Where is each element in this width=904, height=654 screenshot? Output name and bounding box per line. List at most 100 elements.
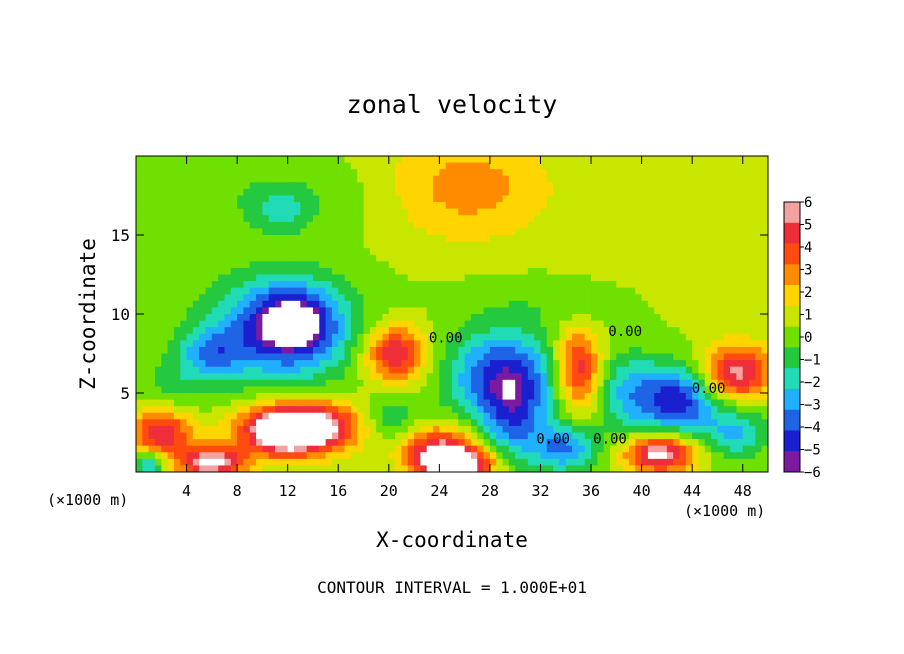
heatmap-cell xyxy=(711,353,719,361)
heatmap-cell xyxy=(205,274,213,282)
heatmap-cell xyxy=(154,353,162,361)
heatmap-cell xyxy=(704,366,712,374)
heatmap-cell xyxy=(154,235,162,243)
heatmap-cell xyxy=(148,188,156,197)
heatmap-cell xyxy=(218,452,226,460)
heatmap-cell xyxy=(679,439,687,447)
heatmap-cell xyxy=(249,419,257,427)
heatmap-cell xyxy=(483,386,491,394)
heatmap-cell xyxy=(230,406,238,414)
heatmap-cell xyxy=(192,202,200,210)
heatmap-cell xyxy=(502,320,510,328)
heatmap-cell xyxy=(483,346,491,355)
heatmap-cell xyxy=(357,314,365,322)
heatmap-cell xyxy=(275,294,282,302)
heatmap-cell xyxy=(679,412,687,420)
heatmap-cell xyxy=(635,452,643,460)
heatmap-cell xyxy=(458,175,466,183)
heatmap-cell xyxy=(711,439,719,447)
heatmap-cell xyxy=(161,465,169,472)
heatmap-cell xyxy=(180,353,188,361)
heatmap-cell xyxy=(161,267,169,276)
heatmap-cell xyxy=(205,300,213,309)
heatmap-cell xyxy=(730,208,737,216)
heatmap-cell xyxy=(262,320,270,328)
heatmap-cell xyxy=(597,215,605,223)
heatmap-cell xyxy=(395,432,403,440)
heatmap-cell xyxy=(420,458,428,467)
heatmap-cell xyxy=(331,281,339,289)
heatmap-cell xyxy=(224,202,232,210)
heatmap-cell xyxy=(376,175,384,183)
heatmap-cell xyxy=(565,287,573,295)
heatmap-cell xyxy=(319,300,327,309)
heatmap-cell xyxy=(388,287,396,295)
heatmap-cell xyxy=(445,340,453,348)
heatmap-cell xyxy=(483,274,491,282)
heatmap-cell xyxy=(666,386,674,394)
heatmap-cell xyxy=(515,419,523,427)
heatmap-cell xyxy=(180,386,188,394)
heatmap-cell xyxy=(439,333,447,341)
heatmap-cell xyxy=(395,386,403,394)
heatmap-cell xyxy=(287,333,295,341)
heatmap-cell xyxy=(363,432,371,440)
heatmap-cell xyxy=(426,281,434,289)
heatmap-cell xyxy=(192,287,200,295)
heatmap-cell xyxy=(572,235,579,243)
heatmap-cell xyxy=(211,195,219,203)
heatmap-cell xyxy=(186,465,194,472)
heatmap-cell xyxy=(628,156,636,164)
heatmap-cell xyxy=(654,307,662,315)
heatmap-cell xyxy=(249,314,257,322)
heatmap-cell xyxy=(237,300,245,309)
heatmap-cell xyxy=(647,300,655,309)
heatmap-cell xyxy=(755,228,763,236)
heatmap-cell xyxy=(565,406,573,414)
heatmap-cell xyxy=(749,412,756,420)
x-unit-label-right: (×1000 m) xyxy=(684,502,765,520)
heatmap-cell xyxy=(433,175,440,183)
heatmap-cell xyxy=(628,346,636,355)
heatmap-cell xyxy=(287,465,295,472)
heatmap-cell xyxy=(610,307,617,315)
heatmap-cell xyxy=(312,445,320,453)
heatmap-cell xyxy=(572,156,579,164)
heatmap-cell xyxy=(647,182,655,190)
heatmap-cell xyxy=(692,432,700,440)
heatmap-cell xyxy=(553,307,561,315)
heatmap-cell xyxy=(306,188,314,197)
heatmap-cell xyxy=(704,248,712,256)
heatmap-cell xyxy=(136,182,143,190)
heatmap-cell xyxy=(237,162,245,170)
heatmap-cell xyxy=(180,182,188,190)
heatmap-cell xyxy=(369,314,377,322)
heatmap-cell xyxy=(388,452,396,460)
heatmap-cell xyxy=(761,287,768,295)
heatmap-cell xyxy=(243,287,251,295)
heatmap-cell xyxy=(673,399,681,407)
heatmap-cell xyxy=(173,419,181,427)
heatmap-cell xyxy=(464,162,472,170)
heatmap-cell xyxy=(344,432,352,440)
heatmap-cell xyxy=(565,221,573,230)
heatmap-cell xyxy=(344,327,352,335)
heatmap-cell xyxy=(477,314,485,322)
heatmap-cell xyxy=(749,235,756,243)
heatmap-cell xyxy=(622,169,630,177)
heatmap-cell xyxy=(666,300,674,309)
heatmap-cell xyxy=(388,307,396,315)
heatmap-cell xyxy=(407,445,415,453)
heatmap-cell xyxy=(363,393,371,401)
heatmap-cell xyxy=(256,202,263,210)
heatmap-cell xyxy=(401,314,409,322)
heatmap-cell xyxy=(167,445,175,453)
heatmap-cell xyxy=(717,287,725,295)
heatmap-cell xyxy=(211,228,219,236)
heatmap-cell xyxy=(287,156,295,164)
heatmap-cell xyxy=(736,406,744,414)
heatmap-cell xyxy=(363,379,371,388)
heatmap-cell xyxy=(610,274,617,282)
heatmap-cell xyxy=(685,419,693,427)
heatmap-cell xyxy=(458,188,466,197)
